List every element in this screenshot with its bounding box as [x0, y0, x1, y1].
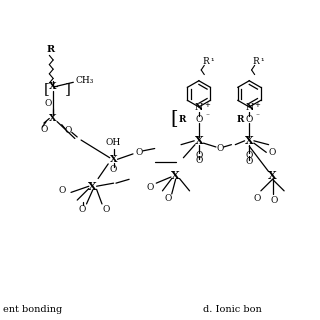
Text: ]: ] — [65, 82, 71, 96]
Text: O: O — [195, 156, 203, 164]
Text: O: O — [253, 194, 261, 203]
Text: +: + — [255, 102, 260, 108]
Text: N: N — [195, 103, 203, 112]
Text: X: X — [268, 170, 277, 181]
Text: R: R — [236, 115, 244, 124]
Text: O: O — [195, 151, 203, 160]
Text: O: O — [195, 115, 203, 124]
Text: ⁻: ⁻ — [205, 112, 209, 121]
Text: O: O — [164, 194, 172, 203]
Text: O: O — [245, 151, 253, 160]
Text: R: R — [46, 45, 54, 54]
Text: N: N — [245, 103, 253, 112]
Text: [: [ — [43, 82, 49, 96]
Text: X: X — [49, 82, 57, 91]
Text: X: X — [245, 135, 253, 146]
Text: O: O — [44, 99, 52, 108]
Text: +: + — [204, 102, 210, 108]
Text: O: O — [40, 125, 48, 134]
Text: ⁻: ⁻ — [255, 112, 260, 121]
Text: ¹: ¹ — [261, 57, 264, 66]
Text: CH₃: CH₃ — [76, 76, 94, 85]
Text: d. Ionic bon: d. Ionic bon — [203, 305, 262, 314]
Text: O: O — [58, 186, 65, 195]
Text: X: X — [88, 181, 97, 192]
Text: O: O — [270, 196, 278, 204]
Text: X: X — [49, 114, 57, 123]
Text: O: O — [65, 126, 72, 135]
Text: O: O — [79, 205, 86, 214]
Text: O: O — [102, 205, 109, 214]
Text: O: O — [110, 165, 117, 174]
Text: X: X — [195, 135, 203, 146]
Text: ¹: ¹ — [211, 57, 214, 66]
Text: [: [ — [170, 109, 178, 127]
Text: O: O — [245, 157, 253, 166]
Text: X: X — [110, 155, 117, 164]
Text: X: X — [171, 170, 180, 181]
Text: O: O — [146, 182, 154, 191]
Text: R: R — [178, 115, 186, 124]
Text: R: R — [253, 57, 260, 66]
Text: ent bonding: ent bonding — [3, 305, 62, 314]
Text: O: O — [216, 144, 223, 153]
Text: O: O — [269, 148, 276, 157]
Text: O: O — [245, 115, 253, 124]
Text: R: R — [203, 57, 209, 66]
Text: O: O — [135, 148, 143, 157]
Text: OH: OH — [106, 138, 121, 147]
